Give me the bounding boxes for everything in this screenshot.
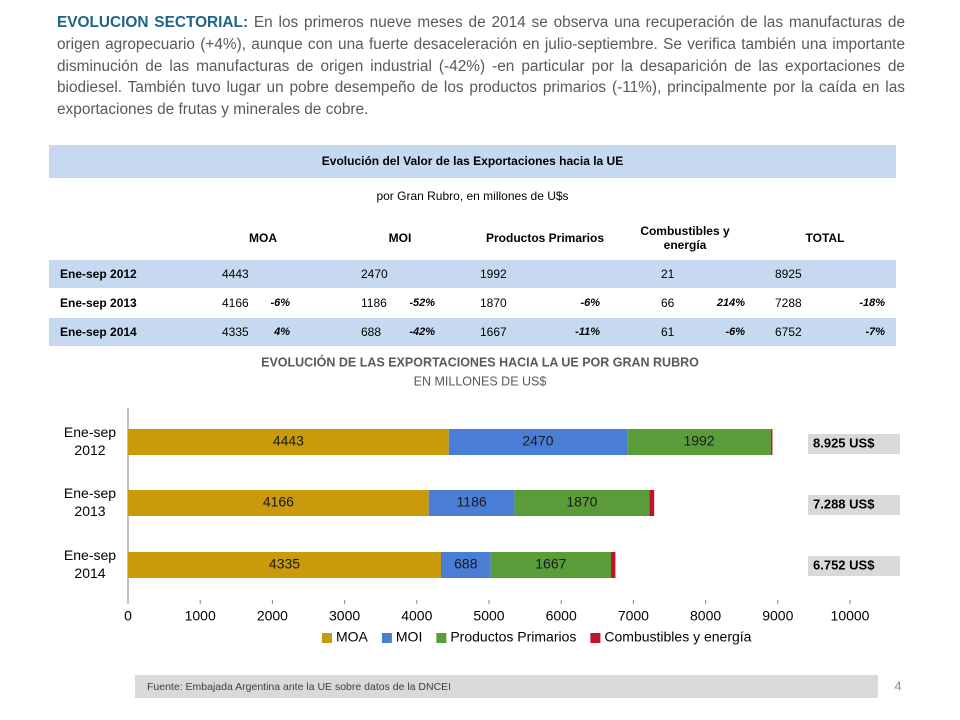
data-label: 1870 <box>566 494 597 510</box>
table-subtitle: por Gran Rubro, en millones de U$s <box>376 189 569 203</box>
chart-subtitle: EN MILLONES DE US$ <box>414 374 547 388</box>
total-label: 6.752 US$ <box>813 557 875 572</box>
legend-swatch <box>590 633 601 643</box>
cell-value: 1186 <box>361 296 387 310</box>
total-label: 7.288 US$ <box>813 496 875 511</box>
cell-change: -42% <box>409 326 435 338</box>
data-label: 1667 <box>535 556 566 572</box>
cell-value: 4335 <box>222 325 249 339</box>
data-label: 4335 <box>269 556 300 572</box>
row-label: Ene-sep 2012 <box>60 267 137 281</box>
cell-change: -7% <box>865 326 885 338</box>
cell-value: 688 <box>361 325 382 339</box>
paragraph: EVOLUCION SECTORIAL: En los primeros nue… <box>57 12 905 121</box>
cell-value: 21 <box>661 267 675 281</box>
cell-value: 1992 <box>480 267 507 281</box>
bar-segment <box>514 490 650 516</box>
data-label: 1186 <box>457 494 487 510</box>
total-box <box>808 434 900 454</box>
data-label: 4166 <box>263 494 294 510</box>
bar-segment <box>128 552 441 578</box>
page-number: 4 <box>894 678 901 693</box>
data-label: 2470 <box>522 433 553 449</box>
cell-value: 6752 <box>775 325 802 339</box>
total-box <box>808 495 900 515</box>
bar-segment <box>627 429 771 455</box>
legend-swatch <box>381 633 392 643</box>
bar-segment <box>770 429 773 455</box>
cell-change: -6% <box>580 297 600 309</box>
cell-change: -6% <box>725 326 745 338</box>
row-band <box>49 260 896 288</box>
cell-change: -52% <box>409 297 435 309</box>
row-label: Ene-sep 2013 <box>60 296 137 310</box>
x-tick-label: 8000 <box>690 608 721 624</box>
row-label: Ene-sep 2014 <box>60 325 137 339</box>
x-tick-label: 9000 <box>762 608 793 624</box>
cell-value: 61 <box>661 325 675 339</box>
legend-swatch <box>436 633 447 643</box>
column-header: TOTAL <box>805 231 845 245</box>
cell-value: 2470 <box>361 267 388 281</box>
bar-segment <box>440 552 491 578</box>
column-header: MOA <box>249 231 277 245</box>
y-tick-label: Ene-sep 2014 <box>64 547 116 581</box>
bar-segment <box>128 429 449 455</box>
row-band <box>49 318 896 346</box>
source: Fuente: Embajada Argentina ante la UE so… <box>147 681 451 693</box>
paragraph-text: En los primeros nueve meses de 2014 se o… <box>57 14 905 119</box>
x-tick-label: 0 <box>124 608 132 624</box>
title-band <box>49 145 896 178</box>
bar-segment <box>428 490 515 516</box>
legend-label: Combustibles y energía <box>604 629 751 645</box>
x-tick-label: 5000 <box>473 608 504 624</box>
cell-value: 66 <box>661 296 675 310</box>
chart-title: EVOLUCIÓN DE LAS EXPORTACIONES HACIA LA … <box>261 354 699 369</box>
cell-value: 1667 <box>480 325 507 339</box>
y-tick-label: Ene-sep 2012 <box>64 424 116 458</box>
legend-label: Productos Primarios <box>450 629 576 645</box>
data-label: 1992 <box>683 433 714 449</box>
cell-change: 214% <box>716 297 745 309</box>
cell-value: 1870 <box>480 296 507 310</box>
source-box <box>135 675 878 698</box>
x-tick-label: 7000 <box>618 608 649 624</box>
x-tick-label: 3000 <box>329 608 360 624</box>
bar-segment <box>128 490 429 516</box>
bar-segment <box>448 429 628 455</box>
legend-label: MOI <box>396 629 422 645</box>
column-header: Combustibles y energía <box>640 224 730 252</box>
total-label: 8.925 US$ <box>813 435 875 450</box>
data-label: 688 <box>454 556 478 572</box>
column-header: Productos Primarios <box>485 231 605 245</box>
table-title: Evolución del Valor de las Exportaciones… <box>321 154 624 168</box>
paragraph-lead: EVOLUCION SECTORIAL: <box>57 14 249 31</box>
x-tick-label: 4000 <box>401 608 432 624</box>
bar-segment <box>611 552 616 578</box>
x-tick-label: 1000 <box>185 608 216 624</box>
x-tick-label: 6000 <box>546 608 577 624</box>
x-tick-label: 10000 <box>831 608 870 624</box>
legend-swatch <box>322 633 332 643</box>
x-tick-label: 2000 <box>257 608 288 624</box>
cell-value: 8925 <box>775 267 802 281</box>
cell-change: -18% <box>859 297 885 309</box>
cell-value: 7288 <box>775 296 802 310</box>
cell-change: 4% <box>274 326 290 338</box>
bar-segment <box>490 552 612 578</box>
bar-segment <box>649 490 655 516</box>
total-box <box>808 556 900 576</box>
cell-value: 4443 <box>222 267 249 281</box>
y-tick-label: Ene-sep 2013 <box>64 485 116 519</box>
column-header: MOI <box>388 231 412 245</box>
data-label: 4443 <box>273 433 304 449</box>
cell-change: -11% <box>575 326 600 338</box>
cell-change: -6% <box>270 297 290 309</box>
cell-value: 4166 <box>222 296 249 310</box>
legend-label: MOA <box>336 629 369 645</box>
